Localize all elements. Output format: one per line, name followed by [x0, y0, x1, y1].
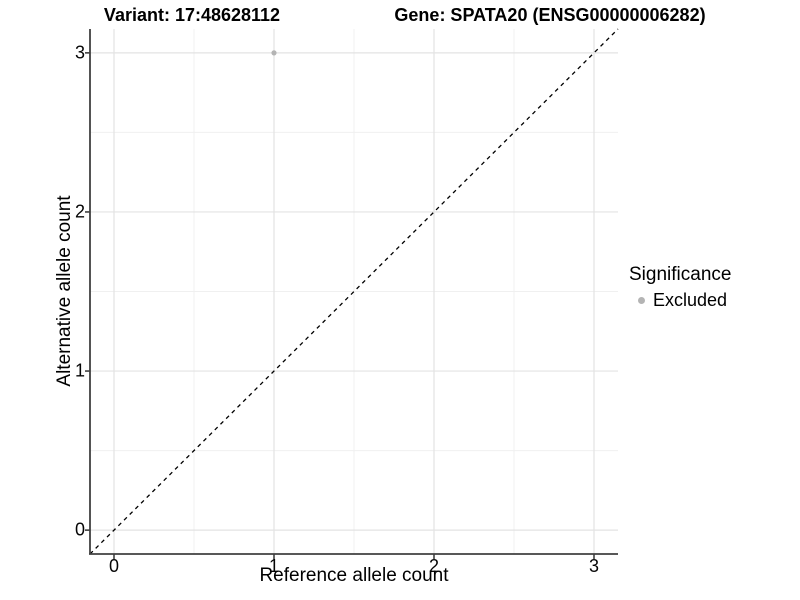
x-tick-label: 2	[428, 556, 440, 576]
x-tick-label: 0	[108, 556, 120, 576]
plot-title-gene: Gene: SPATA20 (ENSG00000006282)	[394, 5, 706, 25]
y-tick-label: 0	[74, 519, 85, 540]
y-axis-title: Alternative allele count	[54, 195, 75, 387]
legend: Significance Excluded	[629, 263, 731, 311]
y-tick-label: 3	[74, 42, 85, 63]
plot-title-variant: Variant: 17:48628112	[103, 5, 281, 25]
legend-entry-label: Excluded	[653, 290, 728, 310]
y-tick-label: 2	[74, 201, 85, 222]
x-axis-title: Reference allele count	[259, 565, 449, 586]
x-tick-label: 1	[268, 556, 280, 576]
legend-title: Significance	[629, 264, 732, 285]
y-tick-label: 1	[74, 360, 85, 381]
legend-point-icon	[638, 297, 645, 304]
legend-entry-excluded: Excluded	[629, 290, 731, 311]
x-tick-label: 3	[588, 556, 600, 576]
